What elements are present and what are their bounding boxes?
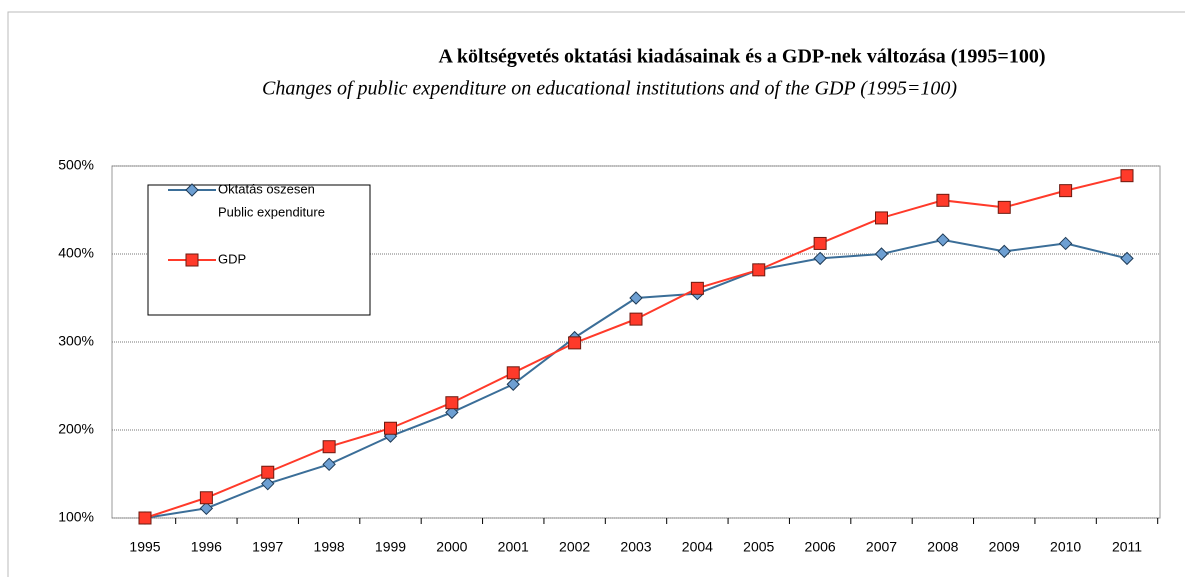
marker xyxy=(506,366,520,380)
y-tick-label: 100% xyxy=(58,509,94,525)
marker xyxy=(384,421,397,435)
marker xyxy=(1120,169,1134,183)
marker xyxy=(874,247,889,261)
chart-frame xyxy=(7,11,1185,577)
marker xyxy=(199,491,213,505)
x-tick-label: 1995 xyxy=(129,539,160,555)
x-tick-label: 2009 xyxy=(989,539,1020,555)
marker xyxy=(568,336,582,350)
marker xyxy=(813,251,827,266)
x-tick-label: 2001 xyxy=(498,539,529,555)
legend-label: GDP xyxy=(218,251,246,266)
marker xyxy=(199,501,214,516)
marker xyxy=(445,396,459,410)
y-tick-label: 400% xyxy=(58,245,94,261)
marker xyxy=(936,193,950,207)
x-tick-label: 2002 xyxy=(559,539,590,555)
x-tick-label: 1999 xyxy=(375,539,406,555)
marker xyxy=(445,405,459,420)
marker xyxy=(322,440,336,454)
marker xyxy=(813,236,827,250)
marker xyxy=(875,211,888,225)
marker xyxy=(997,200,1011,214)
x-tick-label: 2003 xyxy=(620,539,651,555)
marker xyxy=(185,253,199,267)
marker xyxy=(997,244,1011,259)
marker xyxy=(1058,236,1073,251)
x-tick-label: 2006 xyxy=(805,539,836,555)
x-tick-label: 1997 xyxy=(252,539,283,555)
legend-label: Public expenditure xyxy=(218,204,325,219)
x-tick-label: 2005 xyxy=(743,539,774,555)
x-tick-label: 1998 xyxy=(314,539,345,555)
marker xyxy=(690,281,704,295)
y-tick-label: 200% xyxy=(58,421,94,437)
marker xyxy=(261,476,275,491)
marker xyxy=(322,457,336,472)
marker xyxy=(138,511,152,525)
x-tick-label: 2004 xyxy=(682,539,713,555)
legend-box xyxy=(147,184,371,316)
x-tick-label: 2011 xyxy=(1112,539,1142,555)
marker xyxy=(506,377,520,391)
marker xyxy=(936,233,950,247)
x-tick-label: 2000 xyxy=(436,539,467,555)
y-tick-label: 500% xyxy=(58,157,94,173)
marker xyxy=(629,312,643,326)
x-tick-label: 2008 xyxy=(927,539,958,555)
marker xyxy=(752,263,766,277)
x-tick-label: 1996 xyxy=(191,539,222,555)
marker xyxy=(629,291,643,305)
chart-title: A költségvetés oktatási kiadásainak és a… xyxy=(439,46,1046,68)
y-tick-label: 300% xyxy=(58,333,94,349)
marker xyxy=(1120,251,1134,266)
marker xyxy=(261,465,275,479)
x-tick-label: 2007 xyxy=(866,539,897,555)
marker xyxy=(1059,184,1073,198)
marker xyxy=(185,183,199,197)
chart-subtitle: Changes of public expenditure on educati… xyxy=(262,78,957,100)
x-tick-label: 2010 xyxy=(1050,539,1081,555)
legend-label: Oktatás öszesen xyxy=(218,181,315,196)
